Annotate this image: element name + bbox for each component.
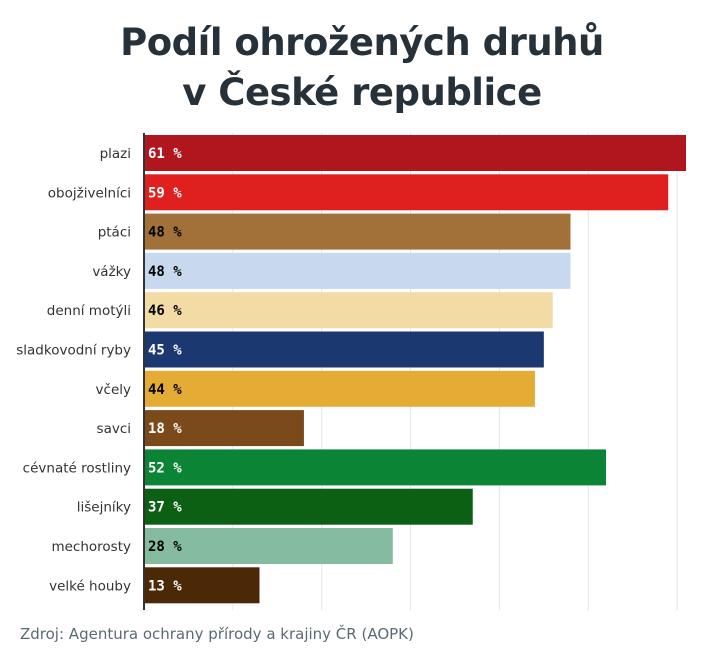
bar-2: [144, 213, 571, 250]
chart-title-line-2: v České republice: [182, 71, 542, 114]
bar-8: [144, 449, 607, 486]
category-label: cévnaté rostliny: [23, 460, 131, 476]
value-label: 46 %: [148, 303, 182, 319]
value-label: 59 %: [148, 185, 182, 201]
value-label: 28 %: [148, 539, 182, 555]
value-label: 18 %: [148, 421, 182, 437]
category-label: velké houby: [49, 578, 131, 594]
bar-9: [144, 488, 473, 525]
chart-title-line-1: Podíl ohrožených druhů: [120, 21, 604, 64]
bar-3: [144, 252, 571, 289]
bar-6: [144, 370, 535, 407]
category-label: denní motýli: [47, 303, 131, 319]
bar-10: [144, 528, 393, 564]
category-label: savci: [97, 421, 131, 437]
category-label: mechorosty: [51, 539, 131, 555]
value-label: 13 %: [148, 578, 182, 594]
bar-11: [144, 567, 260, 604]
value-label: 48 %: [148, 225, 182, 241]
value-labels: 61 % 59 % 48 % 48 % 46 % 45 % 44 % 18 % 52 % 37 %…: [148, 146, 182, 594]
category-label: obojživelníci: [48, 185, 131, 201]
bar-4: [144, 292, 553, 329]
chart-title: Podíl ohrožených druhů v České republice: [0, 18, 724, 118]
category-label: plazi: [100, 146, 131, 162]
bar-5: [144, 331, 544, 368]
value-label: 48 %: [148, 264, 182, 280]
value-label: 44 %: [148, 382, 182, 398]
category-label: včely: [96, 382, 131, 398]
value-label: 61 %: [148, 146, 182, 162]
category-label: sladkovodní ryby: [16, 343, 131, 359]
bars: [144, 135, 686, 604]
source-note: Zdroj: Agentura ochrany přírody a krajin…: [20, 625, 414, 643]
category-label: vážky: [92, 264, 131, 280]
category-label: ptáci: [98, 225, 131, 241]
category-labels: plazi obojživelníci ptáci vážky denní motýli…: [16, 146, 131, 594]
bar-0: [144, 135, 686, 171]
value-label: 37 %: [148, 500, 182, 516]
value-label: 52 %: [148, 460, 182, 476]
bar-7: [144, 410, 304, 447]
category-label: lišejníky: [77, 500, 131, 516]
bar-1: [144, 174, 669, 211]
value-label: 45 %: [148, 343, 182, 359]
